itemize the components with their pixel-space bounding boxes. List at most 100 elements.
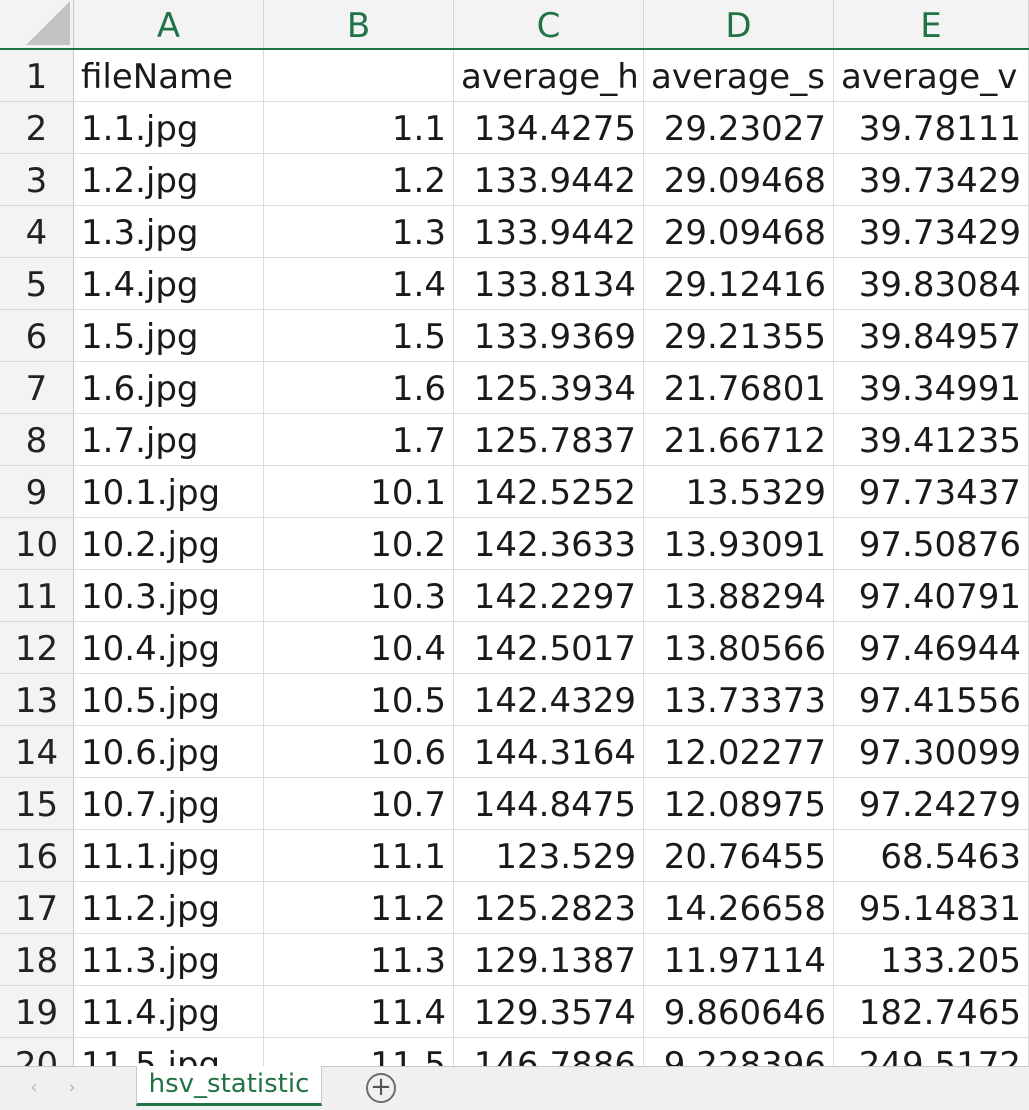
row-header[interactable]: 20: [0, 1038, 74, 1066]
cell-d20[interactable]: 9.228396: [644, 1038, 834, 1066]
column-header-b[interactable]: B: [264, 0, 454, 48]
cell-e8[interactable]: 39.41235: [834, 414, 1029, 466]
cell-e13[interactable]: 97.41556: [834, 674, 1029, 726]
cell-e10[interactable]: 97.50876: [834, 518, 1029, 570]
cell-b2[interactable]: 1.1: [264, 102, 454, 154]
cell-e2[interactable]: 39.78111: [834, 102, 1029, 154]
row-header[interactable]: 5: [0, 258, 74, 310]
cell-a7[interactable]: 1.6.jpg: [74, 362, 264, 414]
row-header[interactable]: 7: [0, 362, 74, 414]
cell-c10[interactable]: 142.3633: [454, 518, 644, 570]
cell-a5[interactable]: 1.4.jpg: [74, 258, 264, 310]
cell-a2[interactable]: 1.1.jpg: [74, 102, 264, 154]
cell-e19[interactable]: 182.7465: [834, 986, 1029, 1038]
cell-e16[interactable]: 68.5463: [834, 830, 1029, 882]
cell-e18[interactable]: 133.205: [834, 934, 1029, 986]
cell-e17[interactable]: 95.14831: [834, 882, 1029, 934]
cell-c6[interactable]: 133.9369: [454, 310, 644, 362]
row-header[interactable]: 18: [0, 934, 74, 986]
cell-a8[interactable]: 1.7.jpg: [74, 414, 264, 466]
cell-b9[interactable]: 10.1: [264, 466, 454, 518]
cell-a14[interactable]: 10.6.jpg: [74, 726, 264, 778]
cell-d6[interactable]: 29.21355: [644, 310, 834, 362]
cell-e15[interactable]: 97.24279: [834, 778, 1029, 830]
cell-b6[interactable]: 1.5: [264, 310, 454, 362]
cell-a9[interactable]: 10.1.jpg: [74, 466, 264, 518]
cell-c17[interactable]: 125.2823: [454, 882, 644, 934]
row-header[interactable]: 9: [0, 466, 74, 518]
add-sheet-plus-icon[interactable]: +: [366, 1073, 396, 1103]
cell-b7[interactable]: 1.6: [264, 362, 454, 414]
cell-c14[interactable]: 144.3164: [454, 726, 644, 778]
row-header[interactable]: 12: [0, 622, 74, 674]
column-header-a[interactable]: A: [74, 0, 264, 48]
cell-a16[interactable]: 11.1.jpg: [74, 830, 264, 882]
cell-b15[interactable]: 10.7: [264, 778, 454, 830]
column-header-e[interactable]: E: [834, 0, 1029, 48]
cell-d3[interactable]: 29.09468: [644, 154, 834, 206]
cell-a13[interactable]: 10.5.jpg: [74, 674, 264, 726]
cell-e20[interactable]: 249.5172: [834, 1038, 1029, 1066]
cell-b14[interactable]: 10.6: [264, 726, 454, 778]
cell-e4[interactable]: 39.73429: [834, 206, 1029, 258]
cell-a19[interactable]: 11.4.jpg: [74, 986, 264, 1038]
cell-e11[interactable]: 97.40791: [834, 570, 1029, 622]
cell-d7[interactable]: 21.76801: [644, 362, 834, 414]
cell-a4[interactable]: 1.3.jpg: [74, 206, 264, 258]
cell-d14[interactable]: 12.02277: [644, 726, 834, 778]
row-header[interactable]: 8: [0, 414, 74, 466]
row-header[interactable]: 11: [0, 570, 74, 622]
cell-a20[interactable]: 11.5.jpg: [74, 1038, 264, 1066]
next-sheet-arrow-icon[interactable]: ›: [68, 1077, 76, 1098]
row-header[interactable]: 3: [0, 154, 74, 206]
cell-c5[interactable]: 133.8134: [454, 258, 644, 310]
cell-b1[interactable]: [264, 50, 454, 102]
cell-c8[interactable]: 125.7837: [454, 414, 644, 466]
row-header[interactable]: 19: [0, 986, 74, 1038]
cell-c9[interactable]: 142.5252: [454, 466, 644, 518]
cell-e1[interactable]: average_v: [834, 50, 1029, 102]
cell-c11[interactable]: 142.2297: [454, 570, 644, 622]
row-header[interactable]: 13: [0, 674, 74, 726]
row-header[interactable]: 2: [0, 102, 74, 154]
cell-a1[interactable]: fileName: [74, 50, 264, 102]
cell-d5[interactable]: 29.12416: [644, 258, 834, 310]
column-header-c[interactable]: C: [454, 0, 644, 48]
cell-c19[interactable]: 129.3574: [454, 986, 644, 1038]
cell-d17[interactable]: 14.26658: [644, 882, 834, 934]
cell-c4[interactable]: 133.9442: [454, 206, 644, 258]
cell-c1[interactable]: average_h: [454, 50, 644, 102]
cell-b4[interactable]: 1.3: [264, 206, 454, 258]
row-header[interactable]: 14: [0, 726, 74, 778]
cell-a3[interactable]: 1.2.jpg: [74, 154, 264, 206]
cell-e12[interactable]: 97.46944: [834, 622, 1029, 674]
column-header-d[interactable]: D: [644, 0, 834, 48]
cell-d12[interactable]: 13.80566: [644, 622, 834, 674]
cell-b10[interactable]: 10.2: [264, 518, 454, 570]
cell-b11[interactable]: 10.3: [264, 570, 454, 622]
cell-a18[interactable]: 11.3.jpg: [74, 934, 264, 986]
cell-a6[interactable]: 1.5.jpg: [74, 310, 264, 362]
cell-a12[interactable]: 10.4.jpg: [74, 622, 264, 674]
cell-d8[interactable]: 21.66712: [644, 414, 834, 466]
cell-c7[interactable]: 125.3934: [454, 362, 644, 414]
cell-c2[interactable]: 134.4275: [454, 102, 644, 154]
sheet-tab-hsv-statistic[interactable]: hsv_statistic: [136, 1066, 322, 1106]
cell-d18[interactable]: 11.97114: [644, 934, 834, 986]
cell-d10[interactable]: 13.93091: [644, 518, 834, 570]
cell-e6[interactable]: 39.84957: [834, 310, 1029, 362]
cell-d19[interactable]: 9.860646: [644, 986, 834, 1038]
cell-c13[interactable]: 142.4329: [454, 674, 644, 726]
cell-d13[interactable]: 13.73373: [644, 674, 834, 726]
cell-b16[interactable]: 11.1: [264, 830, 454, 882]
row-header[interactable]: 6: [0, 310, 74, 362]
cell-c3[interactable]: 133.9442: [454, 154, 644, 206]
cell-e5[interactable]: 39.83084: [834, 258, 1029, 310]
cell-c12[interactable]: 142.5017: [454, 622, 644, 674]
cell-a15[interactable]: 10.7.jpg: [74, 778, 264, 830]
cell-b8[interactable]: 1.7: [264, 414, 454, 466]
cell-c18[interactable]: 129.1387: [454, 934, 644, 986]
cell-b18[interactable]: 11.3: [264, 934, 454, 986]
cell-e7[interactable]: 39.34991: [834, 362, 1029, 414]
cell-a17[interactable]: 11.2.jpg: [74, 882, 264, 934]
